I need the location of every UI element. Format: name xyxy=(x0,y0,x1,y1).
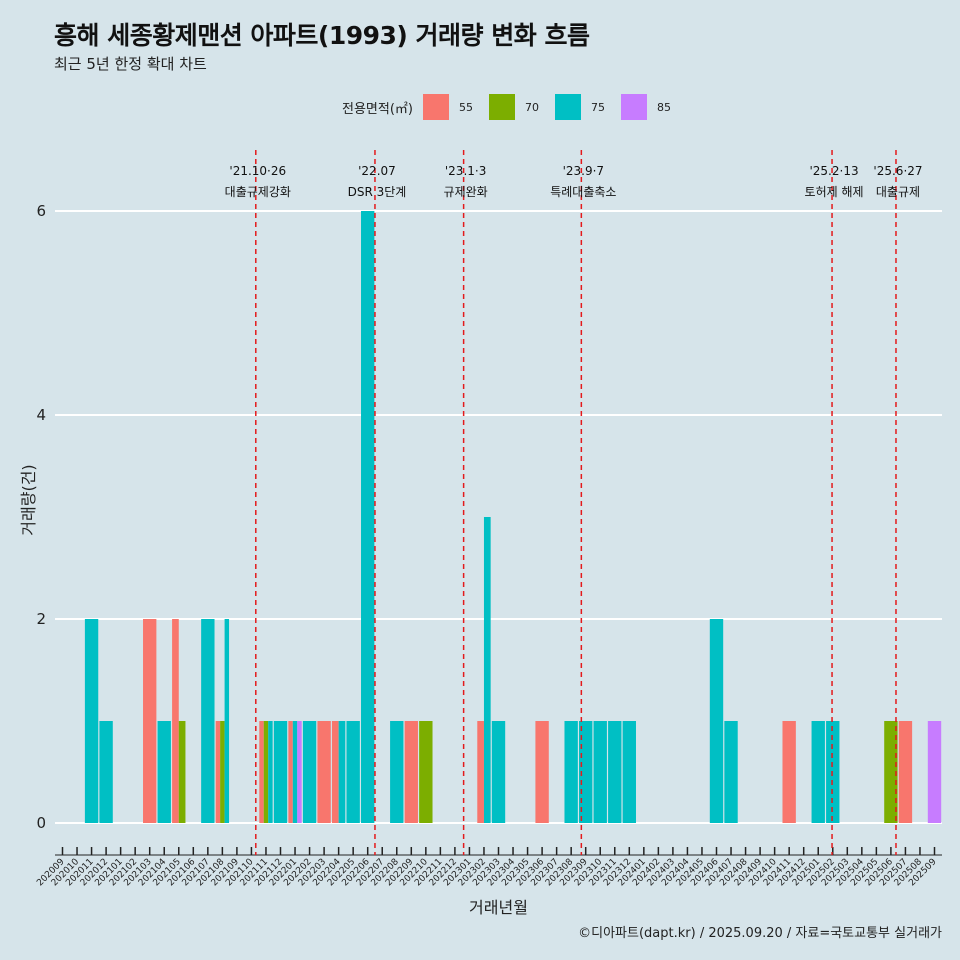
event-name-label-6: 대출규제 xyxy=(876,185,920,199)
event-name-label-2: DSR 3단계 xyxy=(348,185,407,199)
y-tick-label-2: 2 xyxy=(36,610,46,628)
bar-202312-75 xyxy=(622,721,636,823)
bar-202202-75 xyxy=(302,721,317,823)
legend-label-85: 85 xyxy=(656,100,671,114)
bar-202204-55 xyxy=(331,721,339,823)
bar-202501-75 xyxy=(811,721,825,823)
event-date-label-5: '25.2·13 xyxy=(809,164,858,178)
x-axis-title: 거래년월 xyxy=(469,898,528,917)
bar-202406-75 xyxy=(709,619,724,823)
bar-202108-70 xyxy=(220,721,225,823)
bar-202112-75 xyxy=(273,721,288,823)
bar-202105-55 xyxy=(172,619,179,823)
legend-swatch-70 xyxy=(488,94,515,120)
legend-label-55: 55 xyxy=(458,100,473,114)
bar-202309-75 xyxy=(579,721,593,823)
legend-swatch-75 xyxy=(554,94,581,120)
bar-202209-55 xyxy=(404,721,418,823)
bar-202108-75 xyxy=(224,619,230,823)
legend-item-75: 75 xyxy=(554,94,617,120)
legend-swatch-55 xyxy=(422,94,449,120)
bar-202308-75 xyxy=(564,721,578,823)
bar-202208-75 xyxy=(390,721,404,823)
bar-202306-55 xyxy=(535,721,549,823)
bar-202509-85 xyxy=(927,721,942,823)
bar-202411-55 xyxy=(782,721,796,823)
bar-202205-75 xyxy=(346,721,360,823)
legend-label-75: 75 xyxy=(590,100,605,114)
chart-title: 흥해 세종황제맨션 아파트(1993) 거래량 변화 흐름 xyxy=(54,21,590,50)
bar-202302-55 xyxy=(477,721,484,823)
bar-202111-55 xyxy=(259,721,264,823)
bar-202104-75 xyxy=(157,721,171,823)
y-tick-label-6: 6 xyxy=(36,202,46,220)
event-name-label-4: 특례대출축소 xyxy=(550,185,616,199)
chart-subtitle: 최근 5년 한정 확대 차트 xyxy=(54,55,207,73)
bar-202012-75 xyxy=(99,721,113,823)
bar-202206-75 xyxy=(361,211,375,823)
legend-item-55: 55 xyxy=(422,94,485,120)
event-name-label-1: 대출규제강화 xyxy=(225,185,291,199)
bar-202111-70 xyxy=(263,721,269,823)
y-tick-label-4: 4 xyxy=(36,406,46,424)
event-date-label-2: '22.07 xyxy=(358,164,396,178)
event-date-label-6: '25.6·27 xyxy=(873,164,922,178)
bar-202506-70 xyxy=(884,721,898,823)
bar-202201-55 xyxy=(288,721,293,823)
y-tick-label-0: 0 xyxy=(36,814,46,832)
bar-202103-55 xyxy=(143,619,157,823)
bar-202507-55 xyxy=(898,721,913,823)
bar-202203-55 xyxy=(317,721,331,823)
legend: 전용면적(㎡) 55 70 75 85 xyxy=(342,93,687,121)
y-axis-title: 거래량(건) xyxy=(19,464,38,535)
legend-item-85: 85 xyxy=(620,94,683,120)
bar-202310-75 xyxy=(593,721,607,823)
bar-202303-75 xyxy=(491,721,506,823)
legend-swatch-85 xyxy=(620,94,647,120)
bar-202407-75 xyxy=(724,721,738,823)
event-name-label-5: 토허제 해제 xyxy=(805,185,864,199)
bar-202011-75 xyxy=(84,619,99,823)
bar-202111-75 xyxy=(268,721,273,823)
bar-202105-70 xyxy=(178,721,186,823)
bar-202107-75 xyxy=(201,619,215,823)
bar-202210-70 xyxy=(419,721,433,823)
bar-202302-75 xyxy=(483,517,491,823)
event-date-label-3: '23.1·3 xyxy=(445,164,486,178)
event-name-label-3: 규제완화 xyxy=(444,185,488,199)
event-date-label-1: '21.10·26 xyxy=(229,164,286,178)
legend-item-70: 70 xyxy=(488,94,551,120)
bar-202204-75 xyxy=(338,721,346,823)
bar-202108-55 xyxy=(215,721,221,823)
legend-label-70: 70 xyxy=(524,100,539,114)
source-caption: ©디아파트(dapt.kr) / 2025.09.20 / 자료=국토교통부 실… xyxy=(578,926,942,941)
bar-202201-75 xyxy=(292,721,298,823)
event-date-label-4: '23.9·7 xyxy=(563,164,604,178)
bar-202311-75 xyxy=(608,721,622,823)
bar-202201-85 xyxy=(297,721,302,823)
legend-title: 전용면적(㎡) xyxy=(342,101,413,117)
